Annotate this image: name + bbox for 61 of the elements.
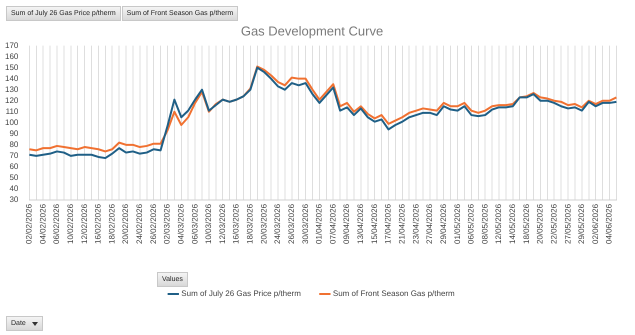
x-tick-label: 01/05/2026	[452, 203, 462, 244]
x-tick-label: 04/02/2026	[38, 203, 48, 244]
y-tick-label: 120	[4, 96, 19, 105]
x-tick-label: 02/02/2026	[24, 203, 34, 244]
y-tick-label: 70	[9, 151, 19, 160]
x-tick-label: 08/05/2026	[480, 203, 490, 244]
x-tick-label: 01/04/2026	[314, 203, 324, 244]
y-tick-label: 160	[4, 52, 19, 61]
x-tick-label: 02/06/2026	[590, 203, 600, 244]
x-tick-label: 17/04/2026	[384, 203, 393, 244]
x-tick-label: 16/02/2026	[94, 203, 103, 244]
y-tick-label: 140	[4, 74, 19, 83]
x-tick-label: 29/04/2026	[438, 203, 448, 244]
y-tick-label: 130	[4, 84, 19, 94]
x-tick-label: 07/04/2026	[328, 203, 338, 244]
x-tick-label: 24/03/2026	[273, 203, 282, 244]
x-tick-label: 04/06/2026	[604, 203, 614, 244]
y-tick-label: 170	[4, 40, 19, 50]
x-tick-label: 27/04/2026	[425, 203, 434, 244]
x-tick-label: 14/05/2026	[508, 203, 518, 244]
x-tick-label: 15/04/2026	[370, 203, 379, 244]
x-tick-label: 06/02/2026	[52, 203, 62, 244]
y-tick-label: 80	[9, 140, 19, 150]
legend-label: Sum of July 26 Gas Price p/therm	[181, 289, 302, 298]
x-tick-label: 10/02/2026	[66, 203, 75, 244]
x-tick-label: 27/05/2026	[563, 203, 572, 244]
x-tick-label: 10/03/2026	[204, 203, 214, 244]
x-tick-label: 24/02/2026	[135, 203, 144, 244]
x-tick-label: 18/03/2026	[246, 203, 255, 244]
legend-label: Sum of Front Season Gas p/therm	[332, 289, 456, 298]
x-tick-label: 09/04/2026	[342, 203, 352, 244]
x-tick-label: 18/02/2026	[107, 203, 116, 244]
x-tick-label: 12/02/2026	[80, 203, 89, 244]
x-tick-label: 29/05/2026	[577, 203, 586, 244]
x-tick-label: 13/04/2026	[356, 203, 366, 244]
y-tick-label: 40	[9, 184, 19, 194]
y-tick-label: 60	[9, 162, 19, 172]
x-tick-label: 04/03/2026	[176, 203, 186, 244]
x-tick-label: 18/05/2026	[522, 203, 531, 244]
x-tick-label: 20/02/2026	[121, 203, 130, 244]
y-tick-label: 110	[6, 106, 19, 116]
x-tick-label: 06/03/2026	[190, 203, 200, 244]
x-tick-label: 20/05/2026	[536, 203, 545, 244]
y-tick-label: 50	[9, 173, 19, 182]
x-tick-label: 02/03/2026	[162, 203, 172, 244]
x-tick-label: 21/04/2026	[398, 203, 406, 244]
x-tick-label: 22/05/2026	[549, 203, 558, 244]
x-tick-label: 20/03/2026	[259, 203, 268, 244]
x-tick-label: 06/05/2026	[466, 203, 476, 244]
chart-title: Gas Development Curve	[240, 23, 384, 38]
x-tick-label: 26/02/2026	[148, 203, 158, 244]
x-tick-label: 23/04/2026	[411, 203, 420, 244]
x-tick-label: 12/05/2026	[494, 203, 504, 244]
y-tick-label: 90	[9, 129, 19, 138]
x-tick-label: 16/03/2026	[232, 203, 241, 244]
y-tick-label: 150	[4, 62, 19, 72]
x-tick-label: 26/03/2026	[287, 203, 296, 244]
x-tick-label: 30/03/2026	[300, 203, 310, 244]
y-tick-label: 30	[9, 195, 19, 204]
y-tick-label: 100	[4, 118, 19, 127]
x-tick-label: 12/03/2026	[218, 203, 227, 244]
